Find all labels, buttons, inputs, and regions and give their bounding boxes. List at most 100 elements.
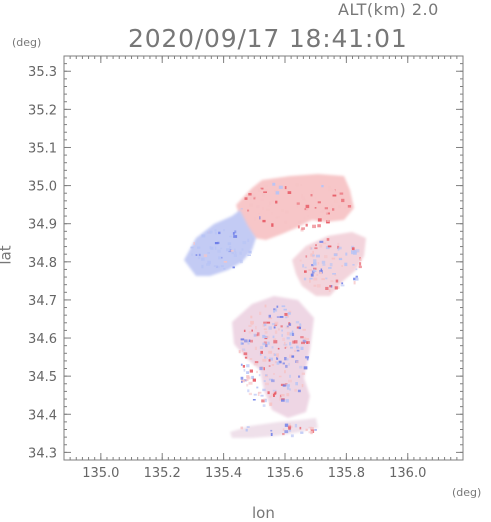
echo-speckle <box>215 265 220 269</box>
echo-speckle <box>252 378 256 382</box>
echo-speckle <box>313 267 317 270</box>
echo-speckle <box>255 335 260 337</box>
echo-speckle <box>270 432 273 436</box>
echo-speckle <box>291 330 294 334</box>
echo-speckle <box>310 194 313 197</box>
echo-speckle <box>252 399 256 401</box>
echo-speckle <box>248 392 252 396</box>
echo-speckle <box>240 376 244 380</box>
echo-speckle <box>240 341 243 345</box>
echo-speckle <box>325 277 328 280</box>
echo-speckle <box>309 279 311 283</box>
echo-speckle <box>300 336 304 339</box>
echo-speckle <box>305 356 309 359</box>
echo-speckle <box>259 311 262 315</box>
echo-speckle <box>352 251 357 255</box>
echo-speckle <box>276 305 279 308</box>
echo-speckle <box>262 219 266 223</box>
echo-speckle <box>253 333 257 337</box>
echo-speckle <box>289 342 292 346</box>
echo-speckle <box>358 265 362 269</box>
echo-speckle <box>248 331 252 334</box>
echo-speckle <box>262 358 267 362</box>
echo-speckle <box>240 338 245 341</box>
echo-speckle <box>282 433 285 436</box>
echo-speckle <box>319 271 322 275</box>
echo-speckle <box>306 357 309 361</box>
echo-speckle <box>220 247 223 250</box>
echo-speckle <box>265 208 270 212</box>
echo-speckle <box>289 388 291 391</box>
x-tick-label: 135.0 <box>82 466 119 481</box>
echo-speckle <box>341 282 344 285</box>
echo-speckle <box>296 202 300 205</box>
echo-speckle <box>328 188 333 192</box>
echo-speckle <box>320 268 323 272</box>
echo-speckle <box>267 391 270 395</box>
echo-speckle <box>284 186 287 190</box>
echo-speckle <box>193 242 195 245</box>
echo-speckle <box>291 425 293 428</box>
echo-speckle <box>289 225 292 229</box>
echo-speckle <box>300 184 303 186</box>
echo-speckle <box>265 374 268 377</box>
echo-speckle <box>296 349 300 352</box>
echo-speckle <box>268 314 271 318</box>
echo-speckle <box>296 360 299 364</box>
echo-speckle <box>214 231 217 235</box>
echo-speckle <box>359 258 362 261</box>
echo-speckle <box>295 382 298 386</box>
echo-speckle <box>286 314 289 318</box>
echo-speckle <box>272 335 275 339</box>
echo-speckle <box>347 205 352 208</box>
echo-speckle <box>313 259 317 263</box>
echo-speckle <box>273 338 277 341</box>
echo-speckle <box>263 380 266 382</box>
echo-speckle <box>246 383 249 387</box>
echo-speckle <box>281 334 283 337</box>
echo-speckle <box>254 346 257 350</box>
echo-speckle <box>258 212 260 215</box>
echo-speckle <box>278 185 283 189</box>
echo-speckle <box>305 255 308 258</box>
echo-speckle <box>268 326 272 330</box>
echo-speckle <box>244 356 248 359</box>
echo-speckle <box>241 248 244 251</box>
echo-speckle <box>268 317 273 320</box>
echo-speckle <box>272 389 277 392</box>
echo-speckle <box>287 312 291 315</box>
echo-speckle <box>264 304 267 308</box>
echo-speckle <box>262 404 266 407</box>
y-tick-label: 35.3 <box>28 65 57 80</box>
echo-speckle <box>305 204 310 209</box>
echo-speckle <box>279 316 284 318</box>
echo-speckle <box>207 231 212 234</box>
echo-speckle <box>327 245 332 248</box>
echo-speckle <box>284 383 288 387</box>
echo-speckle <box>355 249 360 253</box>
echo-speckle <box>319 244 323 248</box>
echo-speckle <box>314 207 317 209</box>
echo-speckle <box>263 367 265 371</box>
echo-speckle <box>217 249 221 253</box>
echo-speckle <box>274 189 278 192</box>
echo-speckle <box>294 423 298 428</box>
echo-speckle <box>313 277 318 281</box>
echo-speckle <box>247 209 250 212</box>
echo-speckle <box>217 241 220 244</box>
echo-speckle <box>273 373 275 375</box>
echo-speckle <box>256 386 259 389</box>
echo-speckle <box>231 252 235 255</box>
echo-speckle <box>239 251 242 255</box>
echo-speckle <box>271 379 275 383</box>
plot-frame <box>63 55 464 461</box>
echo-speckle <box>297 225 300 229</box>
echo-speckle <box>250 315 253 319</box>
echo-speckle <box>260 198 264 201</box>
y-tick-label: 35.0 <box>28 180 57 195</box>
echo-speckle <box>271 223 274 227</box>
echo-speckle <box>255 326 257 330</box>
echo-speckle <box>278 360 282 364</box>
echo-speckle <box>223 229 225 232</box>
echo-speckle <box>262 193 266 197</box>
